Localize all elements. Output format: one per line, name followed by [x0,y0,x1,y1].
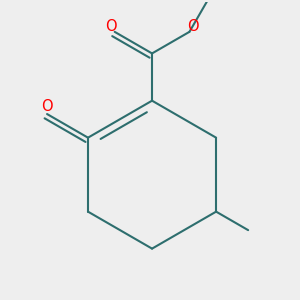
Text: O: O [41,99,53,114]
Text: O: O [106,20,117,34]
Text: O: O [187,20,199,34]
